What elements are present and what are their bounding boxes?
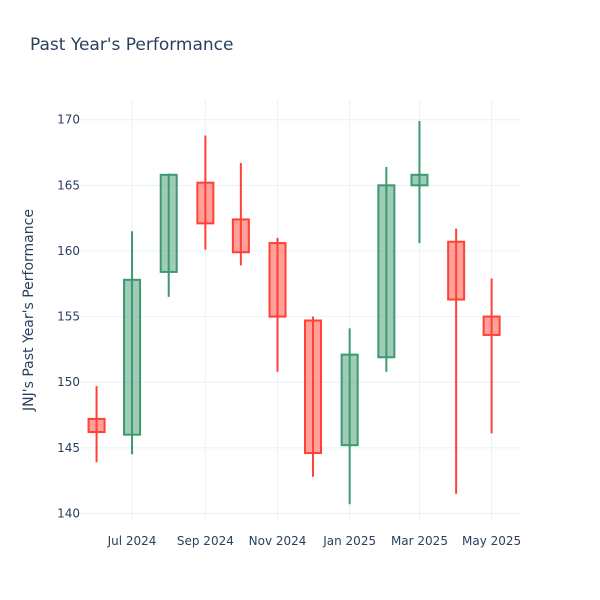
y-tick-label: 165 [57,178,80,192]
candle-body [196,181,215,225]
candles-layer [87,121,501,505]
candle-increasing [159,173,178,297]
y-tick-label: 145 [57,441,80,455]
candle-body [340,353,359,447]
candle-body [447,240,466,301]
candle-body [159,173,178,273]
x-tick-label: May 2025 [462,534,521,548]
y-tick-label: 160 [57,244,80,258]
candle-body [87,417,106,434]
candle-increasing [410,121,429,244]
y-tick-label: 150 [57,375,80,389]
candle-decreasing [231,163,250,266]
candle-decreasing [482,278,501,434]
candle-body [304,319,323,455]
candle-body [482,315,501,336]
x-tick-label: Nov 2024 [249,534,307,548]
candle-body [123,278,142,436]
x-tick-label: Jan 2025 [322,534,376,548]
y-axis-ticks: 140 145 150 155 160 165 170 [57,113,80,521]
chart-title: Past Year's Performance [30,35,234,55]
candle-increasing [340,328,359,505]
candle-body [268,242,287,318]
grid-layer [80,100,520,520]
candle-body [377,184,396,359]
y-tick-label: 140 [57,506,80,520]
y-tick-label: 155 [57,310,80,324]
x-axis-ticks: Jul 2024 Sep 2024 Nov 2024 Jan 2025 Mar 2025… [107,534,522,548]
x-tick-label: Jul 2024 [107,534,157,548]
candle-body [231,218,250,254]
y-axis-title: JNJ's Past Year's Performance [21,209,37,412]
candle-decreasing [196,135,215,250]
candle-body [410,173,429,187]
candle-decreasing [304,316,323,477]
candle-decreasing [447,228,466,494]
candle-decreasing [87,386,106,463]
candle-increasing [377,166,396,372]
y-tick-label: 170 [57,113,80,127]
x-tick-label: Sep 2024 [177,534,234,548]
candle-decreasing [268,237,287,372]
candle-increasing [123,231,142,455]
x-tick-label: Mar 2025 [391,534,448,548]
